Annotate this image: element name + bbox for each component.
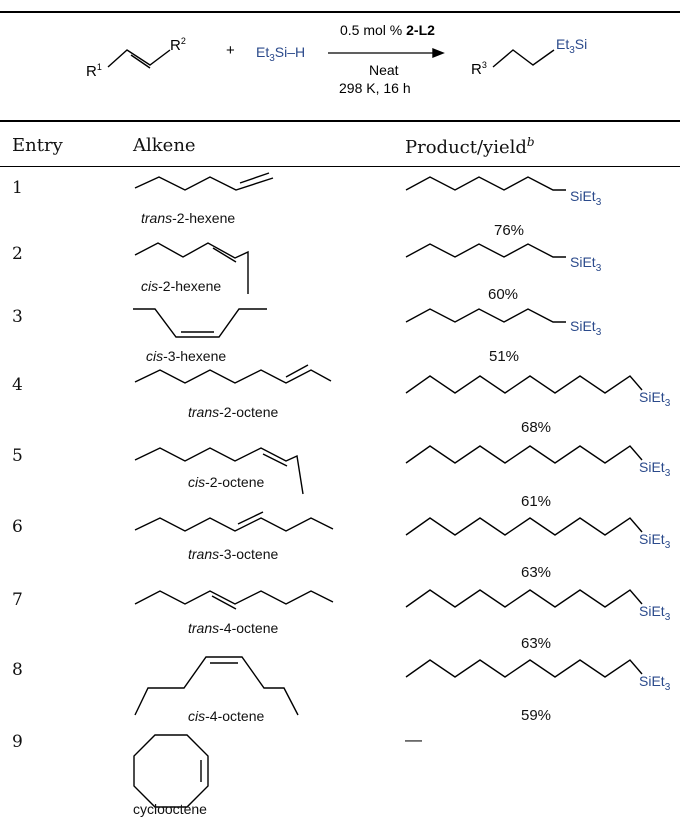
alkene-name: cis-3-hexene	[146, 348, 227, 364]
alkene-3-skeleton	[133, 308, 267, 338]
yield-value: 63%	[521, 564, 552, 581]
alkene-name: cis-2-octene	[188, 474, 265, 490]
entry-number: 2	[12, 244, 23, 264]
alkene-name: cis-2-hexene	[141, 278, 222, 294]
alkene-name: trans-3-octene	[188, 546, 279, 562]
r3-label: R3	[471, 60, 487, 78]
alkene-1-double-bond	[239, 172, 270, 184]
reaction-arrow	[328, 47, 445, 59]
scheme-bottom-rule	[0, 120, 680, 122]
alkene-name: trans-2-octene	[188, 404, 279, 420]
alkene-4-skeleton	[134, 369, 332, 384]
product-silyl-label: SiEt3	[570, 254, 602, 274]
r2-label: R2	[170, 36, 186, 54]
alkene-name: trans-4-octene	[188, 620, 279, 636]
product-scheme-structure	[492, 49, 555, 68]
entry-number: 7	[12, 590, 23, 610]
product-6-skeleton	[405, 517, 643, 536]
alkene-scheme-structure	[107, 49, 171, 69]
alkene-4-double-bond	[285, 364, 309, 378]
alkene-1-skeleton	[134, 176, 274, 191]
header-bottom-rule	[0, 166, 680, 167]
entry-number: 8	[12, 660, 23, 680]
entry-number: 4	[12, 375, 23, 395]
yield-value: 51%	[489, 348, 520, 365]
product-silyl-label: SiEt3	[639, 603, 671, 623]
yield-value: 68%	[521, 419, 552, 436]
alkene-5-skeleton	[134, 447, 304, 495]
condition-neat: Neat	[369, 62, 399, 78]
product-silyl-label: Et3Si	[556, 36, 588, 56]
entry-number: 5	[12, 446, 23, 466]
product-silyl-label: SiEt3	[639, 459, 671, 479]
plus-sign: +	[226, 42, 235, 59]
header-alkene: Alkene	[133, 135, 196, 156]
product-4-skeleton	[405, 375, 643, 394]
alkene-6-double-bond	[237, 511, 264, 525]
product-8-skeleton	[405, 659, 643, 678]
product-silyl-label: SiEt3	[639, 531, 671, 551]
entry-number: 1	[12, 178, 23, 198]
product-1-skeleton	[405, 176, 566, 191]
condition-temp-time: 298 K, 16 h	[339, 80, 411, 96]
alkene-name: cis-4-octene	[188, 708, 265, 724]
alkene-7-double-bond	[211, 595, 237, 610]
entry-number: 3	[12, 307, 23, 327]
yield-value: 60%	[488, 286, 519, 303]
product-silyl-label: SiEt3	[570, 318, 602, 338]
r1-label: R1	[86, 62, 102, 80]
yield-value: 76%	[494, 222, 525, 239]
alkene-5-double-bond	[262, 453, 288, 467]
alkene-7-skeleton	[134, 590, 334, 605]
alkene-2-skeleton	[134, 242, 249, 294]
product-7-skeleton	[405, 589, 643, 608]
entry-number: 6	[12, 517, 23, 537]
catalyst-conditions: 0.5 mol % 2-L2	[340, 22, 435, 38]
yield-value: 63%	[521, 635, 552, 652]
product-2-skeleton	[405, 243, 566, 258]
alkene-8-skeleton	[134, 656, 299, 716]
yield-value: 59%	[521, 707, 552, 724]
yield-value: —	[405, 730, 422, 749]
product-silyl-label: SiEt3	[639, 673, 671, 693]
yield-value: 61%	[521, 493, 552, 510]
top-rule	[0, 11, 680, 13]
silane-reagent: Et3Si–H	[256, 44, 306, 64]
entry-number: 9	[12, 732, 23, 752]
cyclooctene-ring	[133, 734, 209, 808]
header-entry: Entry	[12, 135, 63, 156]
product-silyl-label: SiEt3	[570, 188, 602, 208]
header-product: Product/yieldb	[405, 135, 535, 158]
alkene-name: cyclooctene	[133, 801, 207, 817]
alkene-2-double-bond	[212, 247, 237, 263]
product-silyl-label: SiEt3	[639, 389, 671, 409]
alkene-name: trans-2-hexene	[141, 210, 236, 226]
alkene-6-skeleton	[134, 517, 334, 532]
product-3-skeleton	[405, 308, 566, 323]
product-5-skeleton	[405, 445, 643, 464]
